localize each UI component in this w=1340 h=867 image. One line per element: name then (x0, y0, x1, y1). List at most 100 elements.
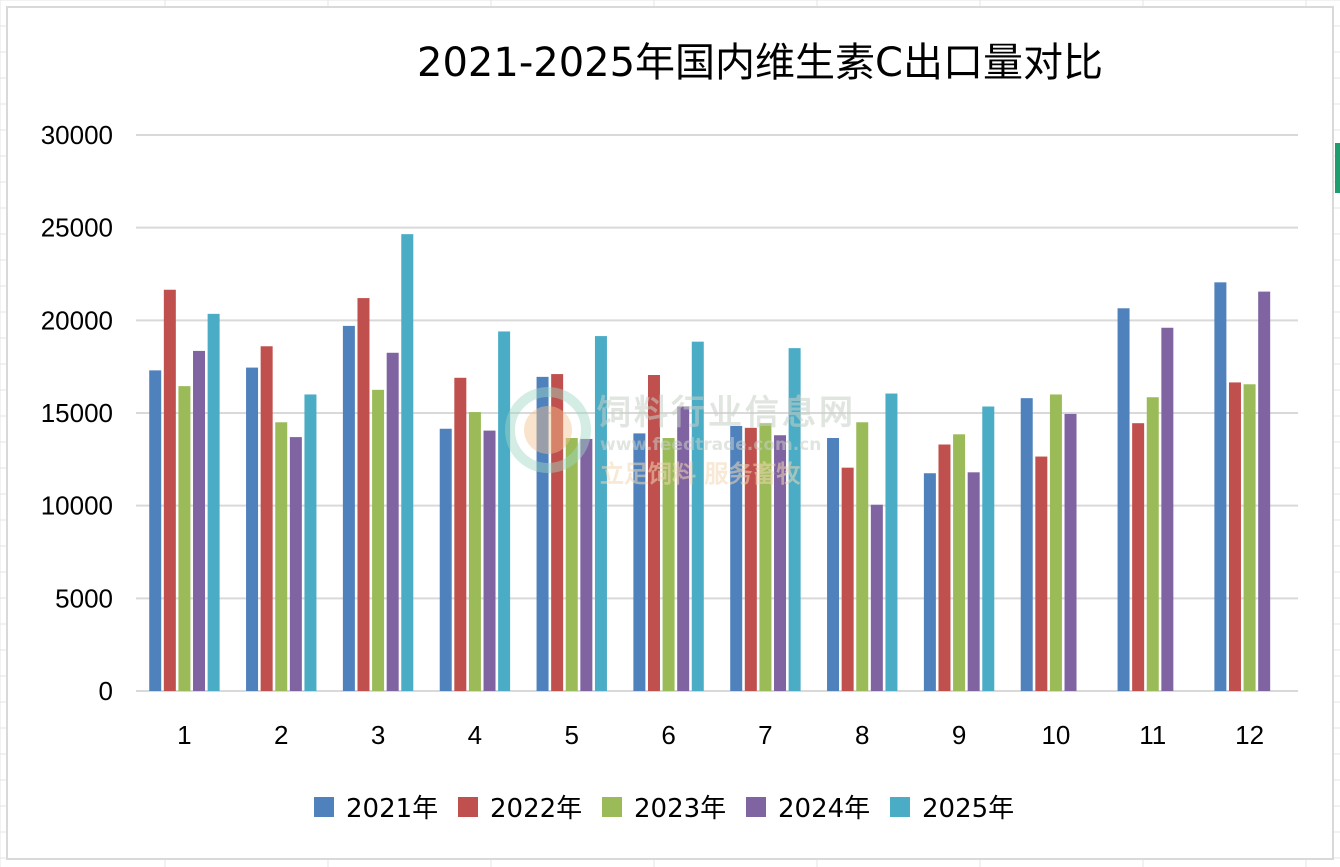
bar-4-8 (870, 504, 883, 691)
bar-4-5 (580, 438, 593, 691)
y-axis-tick-labels: 0 5000 10000 15000 20000 25000 30000 (41, 120, 113, 706)
bar-1-4 (439, 428, 452, 691)
bar-1-6 (633, 433, 646, 691)
x-tick-label: 11 (1139, 720, 1166, 750)
bar-1-12 (1214, 282, 1227, 691)
bar-1-2 (246, 367, 259, 691)
chart-area-border (6, 6, 1334, 860)
watermark-core-icon (524, 406, 572, 454)
watermark-name: 饲料行业信息网 (597, 393, 856, 433)
bar-4-12 (1258, 291, 1271, 691)
x-tick-label: 5 (565, 720, 579, 750)
legend-swatch (746, 797, 766, 817)
x-tick-label: 9 (952, 720, 966, 750)
bar-4-1 (193, 350, 206, 691)
bar-4-6 (677, 406, 690, 691)
x-tick-label: 10 (1041, 720, 1070, 750)
watermark-slogan: 立足饲料 服务畜牧 (600, 460, 801, 488)
y-tick-label: 0 (99, 676, 113, 706)
bar-2-6 (647, 375, 660, 691)
bar-5-6 (691, 341, 704, 691)
bar-2-4 (454, 377, 467, 691)
bar-2-5 (551, 374, 564, 691)
bar-2-10 (1035, 456, 1048, 691)
legend-label: 2025年 (922, 794, 1014, 824)
y-tick-label: 15000 (41, 398, 113, 428)
bar-3-3 (372, 389, 385, 691)
sheet-tab-marker (1335, 143, 1340, 193)
legend-swatch (458, 797, 478, 817)
bar-1-9 (923, 473, 936, 691)
legend-label: 2024年 (778, 794, 870, 824)
y-tick-label: 5000 (55, 583, 113, 613)
bar-5-7 (788, 348, 801, 691)
bar-3-7 (759, 423, 772, 691)
legend-label: 2021年 (346, 794, 438, 824)
bar-3-10 (1049, 394, 1062, 691)
bar-5-4 (498, 331, 511, 691)
bar-2-8 (841, 467, 854, 691)
bar-1-11 (1117, 308, 1130, 691)
legend-swatch (602, 797, 622, 817)
bar-4-11 (1161, 327, 1174, 691)
bar-4-10 (1064, 413, 1077, 691)
bar-4-4 (483, 430, 496, 691)
bar-4-9 (967, 472, 980, 691)
bar-2-3 (357, 298, 370, 691)
bar-4-3 (386, 352, 399, 691)
bar-1-7 (730, 425, 743, 691)
bar-5-5 (594, 336, 607, 691)
bar-5-2 (304, 394, 317, 691)
x-tick-label: 12 (1235, 720, 1264, 750)
bar-series (149, 234, 1271, 691)
chart-title: 2021-2025年国内维生素C出口量对比 (417, 40, 1103, 86)
bar-3-6 (662, 438, 675, 691)
bar-2-7 (744, 427, 757, 691)
bar-4-2 (289, 437, 302, 691)
bar-5-8 (885, 393, 898, 691)
x-tick-label: 2 (274, 720, 288, 750)
y-tick-label: 10000 (41, 491, 113, 521)
bar-1-10 (1020, 398, 1033, 691)
bar-3-11 (1146, 397, 1159, 691)
x-axis-tick-labels: 1 2 3 4 5 6 7 8 9 10 11 12 (177, 720, 1264, 750)
y-tick-label: 30000 (41, 120, 113, 150)
x-tick-label: 1 (177, 720, 191, 750)
watermark-url: www.feedtrade.com.cn (600, 435, 821, 455)
y-gridlines (136, 134, 1298, 692)
watermark-ring-icon (505, 387, 591, 473)
bar-2-2 (260, 346, 273, 691)
bar-2-1 (163, 289, 176, 691)
legend-label: 2023年 (634, 794, 726, 824)
bar-3-4 (468, 412, 481, 691)
x-tick-label: 8 (855, 720, 869, 750)
legend-swatch (314, 797, 334, 817)
bar-5-9 (982, 406, 995, 691)
bar-3-5 (565, 438, 578, 691)
bar-3-1 (178, 386, 191, 691)
x-tick-label: 4 (468, 720, 482, 750)
bar-2-11 (1132, 423, 1145, 691)
legend: 2021年 2022年 2023年 2024年 2025年 (314, 794, 1014, 824)
bar-2-12 (1228, 382, 1241, 691)
x-tick-label: 7 (758, 720, 772, 750)
watermark-logo (505, 387, 591, 473)
bar-5-3 (401, 234, 414, 691)
legend-label: 2022年 (490, 794, 582, 824)
y-tick-label: 25000 (41, 213, 113, 243)
bar-3-2 (275, 422, 288, 691)
bar-1-1 (149, 370, 162, 691)
bar-5-1 (207, 313, 220, 691)
bar-3-8 (856, 422, 869, 691)
y-tick-label: 20000 (41, 305, 113, 335)
bar-1-8 (827, 438, 840, 691)
bar-3-12 (1243, 384, 1256, 691)
x-tick-label: 6 (661, 720, 675, 750)
bar-2-9 (938, 444, 951, 691)
bar-1-3 (342, 325, 355, 691)
x-tick-label: 3 (371, 720, 385, 750)
bar-1-5 (536, 376, 549, 691)
